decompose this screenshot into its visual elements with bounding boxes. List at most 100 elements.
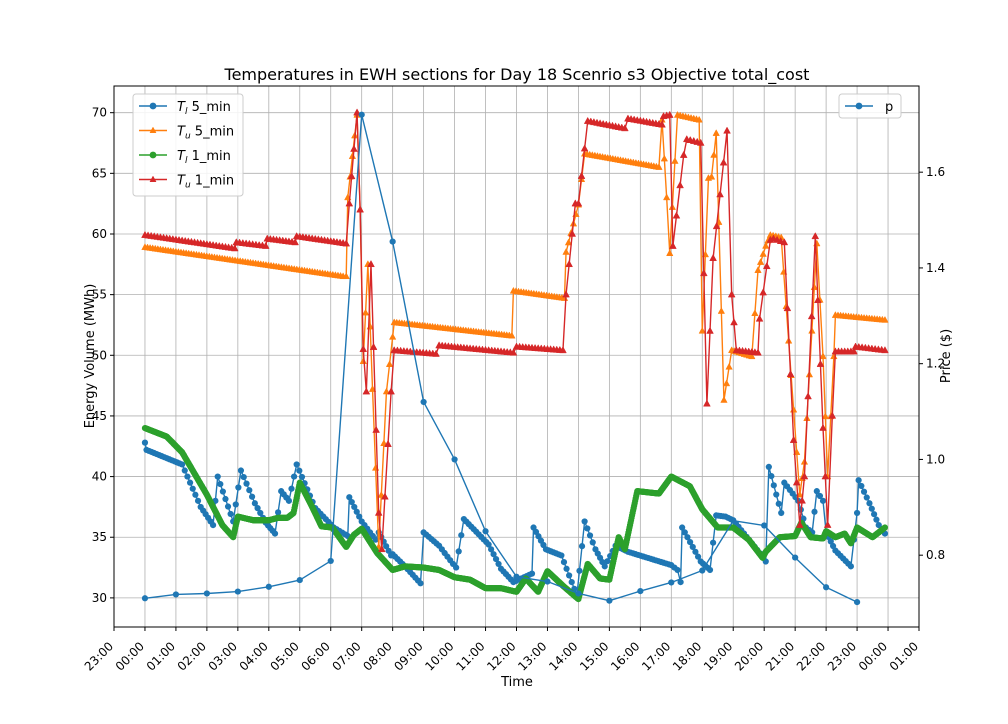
series-Tl_1min [141, 424, 889, 603]
x-axis: 23:0000:0001:0002:0003:0004:0005:0006:00… [82, 627, 921, 674]
x-tick-label: 00:00 [113, 639, 147, 673]
data-point [695, 115, 703, 123]
x-tick-label: 05:00 [268, 639, 302, 673]
data-point [377, 545, 386, 553]
data-point [778, 509, 785, 517]
data-point [219, 488, 226, 495]
data-point [823, 520, 832, 528]
legend-marker [149, 175, 157, 182]
data-point [356, 513, 363, 520]
legend-box [132, 93, 244, 197]
data-point [881, 346, 889, 354]
series-line-price [144, 114, 858, 603]
x-tick-label: 00:00 [856, 639, 890, 673]
data-point [451, 456, 458, 463]
x-tick-label: 14:00 [546, 639, 580, 673]
data-point [816, 359, 825, 367]
legend-item: Tl 1_min [139, 149, 231, 166]
data-point [759, 250, 767, 257]
data-point [356, 205, 364, 213]
y-tick-label: 40 [92, 470, 107, 484]
data-point [775, 500, 782, 507]
x-tick-label: 02:00 [175, 639, 209, 673]
data-point [762, 262, 771, 270]
series-layer [141, 108, 889, 606]
data-point [804, 392, 812, 400]
data-point [813, 488, 820, 495]
x-tick-label: 01:00 [887, 639, 921, 673]
x-tick-label: 09:00 [391, 639, 425, 673]
data-point [290, 473, 298, 480]
legend-label: p [885, 100, 893, 115]
data-point [807, 312, 816, 320]
data-point [230, 244, 239, 252]
data-point [288, 485, 295, 492]
data-point [658, 120, 666, 128]
data-point [377, 491, 385, 498]
y-tick-label: 55 [92, 288, 107, 302]
data-point [586, 532, 594, 539]
data-point [756, 258, 765, 265]
data-point [798, 496, 806, 504]
data-point [730, 517, 737, 524]
y2-tick-label: 1.4 [926, 261, 945, 275]
data-point [694, 553, 702, 560]
series-price [141, 111, 861, 606]
data-point [251, 500, 258, 507]
data-point [432, 349, 440, 357]
y2-tick-label: 1.0 [926, 452, 945, 466]
data-point [853, 599, 861, 606]
data-point [578, 543, 586, 550]
data-point [789, 405, 798, 413]
data-point [755, 314, 764, 322]
y-tick-label: 35 [92, 530, 107, 544]
data-point [564, 238, 573, 246]
data-point [389, 238, 396, 245]
data-point [565, 259, 573, 268]
data-point [382, 387, 391, 395]
data-point [189, 485, 196, 492]
data-point [575, 590, 582, 597]
data-point [372, 536, 379, 543]
data-point [348, 498, 355, 506]
data-point [271, 530, 279, 537]
data-point [814, 295, 822, 304]
y-axis: 30 35 40 45 50 55 60 65 70 [92, 106, 114, 605]
data-point [800, 472, 809, 480]
data-point [274, 509, 282, 516]
series-line-Tu_5min [144, 114, 886, 548]
data-point [723, 126, 731, 134]
data-point [671, 157, 679, 164]
data-point [687, 538, 694, 546]
data-point [699, 269, 708, 277]
data-point [490, 551, 497, 558]
data-point [576, 567, 583, 574]
data-point [871, 511, 878, 518]
data-point [770, 482, 777, 489]
x-tick-label: 15:00 [577, 639, 611, 673]
data-point [566, 572, 573, 579]
x-tick-label: 21:00 [763, 639, 797, 673]
data-point [455, 548, 462, 555]
x-tick-label: 11:00 [453, 639, 487, 673]
data-point [558, 552, 565, 559]
data-point [209, 522, 217, 529]
data-point [577, 171, 586, 179]
data-point [821, 412, 830, 420]
data-point [699, 567, 706, 574]
x-tick-label: 08:00 [360, 639, 394, 673]
data-point [387, 387, 395, 395]
data-point [681, 529, 688, 536]
y-tick-label: 60 [92, 227, 107, 241]
data-point [663, 193, 671, 201]
data-point [346, 494, 353, 501]
data-point [853, 509, 861, 517]
x-tick-label: 10:00 [422, 639, 456, 673]
data-point [348, 152, 357, 159]
data-point [217, 480, 224, 488]
data-point [679, 524, 686, 531]
y2-axis-label: Price ($) [939, 329, 954, 383]
legend-label: Tl 5_min [177, 100, 231, 117]
